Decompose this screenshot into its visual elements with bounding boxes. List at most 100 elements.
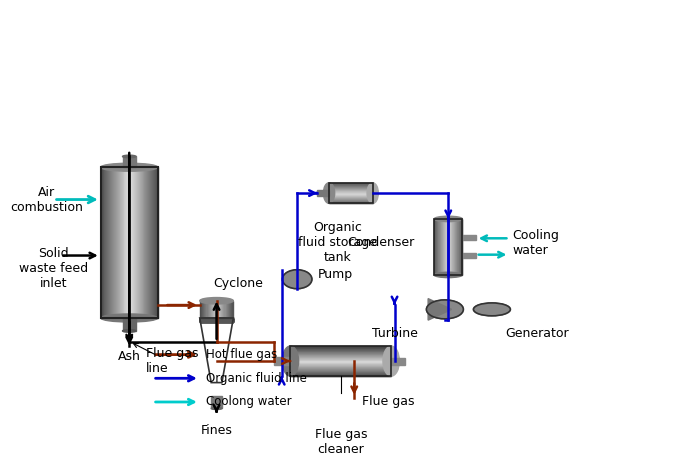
Bar [329,194,373,195]
Bar [329,195,373,196]
Bar [290,362,391,363]
Bar [200,318,233,320]
Bar [329,183,373,203]
Bar [101,167,158,318]
Bar [115,167,116,318]
Bar [441,219,442,275]
Bar [153,167,154,318]
Bar [443,219,444,275]
Bar [457,219,458,275]
Bar [205,301,207,318]
Bar [214,301,216,318]
Bar [290,359,391,360]
Bar [329,183,373,184]
Bar [290,360,391,361]
Bar [329,184,373,185]
Bar [200,320,233,322]
Ellipse shape [282,346,298,376]
Bar [448,219,449,275]
Bar [290,361,391,362]
Bar [200,320,233,322]
Bar [290,368,391,369]
Text: Cyclone: Cyclone [213,277,263,290]
Bar [200,319,233,321]
Text: Flue gas: Flue gas [361,396,414,409]
Bar [274,357,290,365]
Bar [444,219,445,275]
Bar [130,167,131,318]
Ellipse shape [383,346,399,376]
Bar [290,367,391,368]
Bar [209,301,210,318]
Polygon shape [428,299,452,320]
Bar [117,167,118,318]
Bar [329,199,373,200]
Bar [113,167,114,318]
Bar [134,167,135,318]
Bar [290,355,391,356]
Bar [435,219,436,275]
Bar [462,252,476,258]
Ellipse shape [123,330,136,332]
Bar [222,301,223,318]
Bar [231,301,233,318]
Bar [290,347,391,348]
Bar [200,318,233,321]
Bar [440,219,441,275]
Bar [329,200,373,201]
Text: Fines: Fines [201,424,233,436]
Bar [144,167,145,318]
Text: Coolong water: Coolong water [207,396,292,409]
Bar [442,219,443,275]
Text: Flue gas
line: Flue gas line [146,347,199,375]
Bar [203,301,204,318]
Bar [200,319,233,321]
Bar [290,375,391,376]
Bar [228,301,229,318]
Bar [200,320,233,322]
Bar [438,219,439,275]
Ellipse shape [426,300,463,319]
Bar [138,167,139,318]
Bar [108,167,109,318]
Bar [449,219,450,275]
Bar [290,357,391,358]
Bar [204,301,205,318]
Bar [290,366,391,367]
Bar [329,193,373,194]
Bar [456,219,457,275]
Bar [290,372,391,373]
Bar [290,365,391,366]
Bar [142,167,144,318]
Text: Organic fluid line: Organic fluid line [207,372,307,385]
Bar [119,167,120,318]
Text: Cooling
water: Cooling water [513,229,559,256]
Bar [200,319,233,321]
Bar [290,363,391,364]
Bar [136,167,137,318]
Bar [200,318,233,320]
Bar [147,167,148,318]
Bar [200,318,233,321]
Bar [155,167,156,318]
Bar [290,352,391,353]
Bar [211,301,212,318]
Bar [216,301,218,318]
Bar [290,346,391,376]
Bar [123,167,125,318]
Ellipse shape [367,183,378,203]
Bar [109,167,111,318]
Ellipse shape [123,155,136,158]
Bar [446,219,447,275]
Text: Air
combustion: Air combustion [11,185,83,213]
Bar [454,219,455,275]
Bar [200,319,233,322]
Bar [229,301,230,318]
Bar [290,349,391,350]
Bar [461,219,462,275]
Bar [200,320,233,322]
Bar [101,167,102,318]
Bar [459,219,460,275]
Bar [436,219,437,275]
Bar [116,167,117,318]
